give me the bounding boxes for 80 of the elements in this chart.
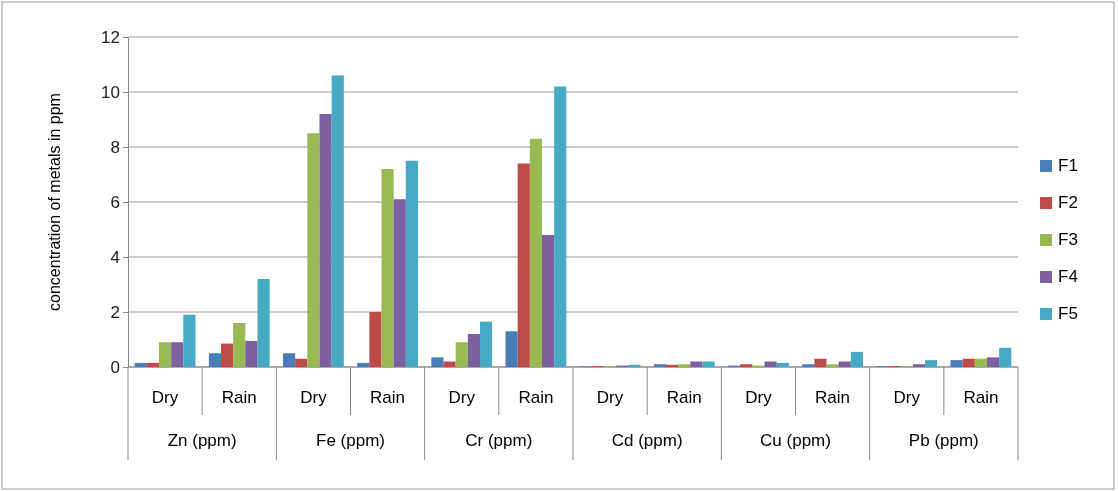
bar bbox=[283, 353, 296, 367]
y-axis-title: concentration of metals in ppm bbox=[46, 93, 63, 311]
bar bbox=[357, 362, 370, 367]
bar bbox=[529, 138, 542, 367]
x-tick-label: Dry bbox=[151, 388, 179, 407]
bar bbox=[295, 358, 308, 367]
bar bbox=[208, 353, 222, 367]
bar bbox=[369, 312, 382, 367]
bar bbox=[381, 169, 394, 367]
bar bbox=[912, 364, 925, 367]
bar bbox=[962, 358, 975, 367]
bar bbox=[826, 364, 839, 367]
bar bbox=[542, 235, 555, 367]
bar bbox=[554, 86, 567, 367]
bar bbox=[974, 358, 987, 367]
legend-label: F3 bbox=[1058, 230, 1078, 249]
bar bbox=[814, 358, 827, 367]
y-tick-label: 0 bbox=[110, 357, 120, 377]
bar bbox=[838, 361, 851, 367]
y-tick-label: 10 bbox=[101, 82, 120, 102]
y-tick-label: 2 bbox=[110, 302, 120, 322]
x-tick-label: Rain bbox=[815, 388, 851, 407]
bar bbox=[987, 357, 1000, 367]
bar bbox=[405, 160, 418, 367]
bar bbox=[924, 360, 938, 367]
bar bbox=[134, 362, 147, 367]
legend-label: F4 bbox=[1058, 267, 1078, 286]
bar bbox=[740, 364, 753, 367]
y-tick-label: 6 bbox=[110, 192, 120, 212]
y-tick-label: 8 bbox=[110, 137, 120, 157]
x-tick-label: Dry bbox=[596, 388, 624, 407]
bar bbox=[159, 342, 172, 367]
x-tick-label: Rain bbox=[963, 388, 999, 407]
bar bbox=[245, 340, 258, 367]
bar bbox=[393, 199, 406, 367]
text: Fe (ppm) bbox=[316, 431, 385, 450]
bar bbox=[319, 114, 332, 367]
x-tick-label: Rain bbox=[221, 388, 257, 407]
legend-label: F2 bbox=[1058, 193, 1078, 212]
bar bbox=[850, 351, 863, 367]
bar bbox=[171, 342, 184, 367]
text: Cd (ppm) bbox=[611, 431, 683, 450]
bar bbox=[950, 360, 963, 367]
bar bbox=[776, 362, 789, 367]
bar bbox=[443, 361, 456, 367]
x-tick-label: Dry bbox=[300, 388, 328, 407]
bar bbox=[505, 331, 518, 367]
x-tick-label: Dry bbox=[448, 388, 476, 407]
x-tick-label: Rain bbox=[666, 388, 702, 407]
bar bbox=[999, 347, 1012, 367]
bar bbox=[678, 364, 691, 367]
bar bbox=[233, 323, 246, 367]
legend-label: F5 bbox=[1058, 304, 1078, 323]
x-tick-label: Rain bbox=[370, 388, 406, 407]
bar bbox=[653, 364, 667, 367]
y-tick-label: 12 bbox=[101, 27, 120, 47]
bar bbox=[307, 133, 320, 367]
legend-label: F1 bbox=[1058, 156, 1078, 175]
bar bbox=[455, 342, 468, 367]
text: Cu (ppm) bbox=[760, 431, 831, 450]
text: Pb (ppm) bbox=[908, 431, 979, 450]
bar bbox=[479, 321, 493, 367]
bar bbox=[517, 163, 530, 367]
bar bbox=[183, 314, 196, 367]
y-tick-label: 4 bbox=[110, 247, 120, 267]
bar bbox=[764, 361, 777, 367]
bar bbox=[431, 357, 444, 367]
bar bbox=[257, 279, 270, 367]
bar bbox=[146, 362, 159, 367]
x-tick-label: Dry bbox=[745, 388, 773, 407]
bar bbox=[467, 334, 480, 367]
bar bbox=[221, 343, 234, 367]
bar bbox=[690, 361, 703, 367]
bar bbox=[802, 364, 815, 367]
text: Cr (ppm) bbox=[465, 431, 533, 450]
x-tick-label: Rain bbox=[518, 388, 554, 407]
x-tick-label: Dry bbox=[893, 388, 921, 407]
bar bbox=[331, 75, 344, 367]
text: Zn (ppm) bbox=[167, 431, 237, 450]
bar bbox=[702, 361, 715, 367]
